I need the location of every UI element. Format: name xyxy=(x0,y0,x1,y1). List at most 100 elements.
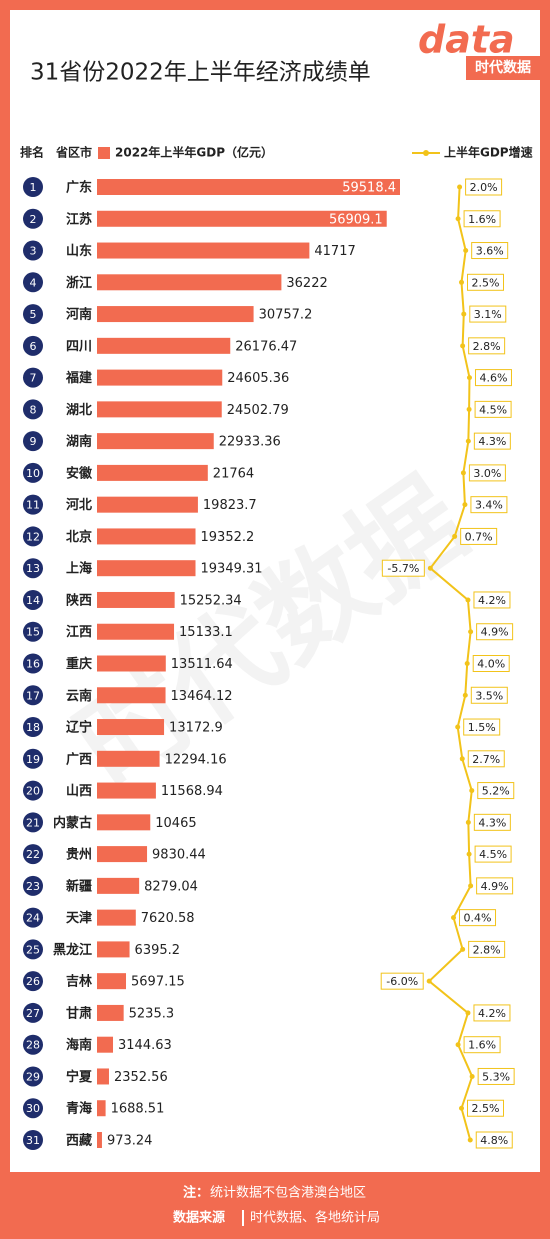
label-box xyxy=(463,718,501,736)
label-box xyxy=(468,940,506,958)
region-label: 西藏 xyxy=(66,1133,92,1149)
rank: 17 xyxy=(26,689,40,702)
rank-badge xyxy=(23,1098,43,1119)
growth-point xyxy=(457,184,463,190)
rank-badge xyxy=(23,748,43,769)
region-label: 河南 xyxy=(66,307,92,323)
bar xyxy=(97,464,208,481)
rank-badge xyxy=(23,177,43,197)
bar xyxy=(97,782,156,799)
rank-badge xyxy=(23,1034,43,1055)
growth-point xyxy=(455,724,461,730)
label-box xyxy=(467,1099,504,1117)
bar xyxy=(97,655,166,672)
rank: 1 xyxy=(30,181,37,194)
region-label: 广西 xyxy=(66,751,92,767)
region-label: 青海 xyxy=(66,1101,92,1117)
growth-point xyxy=(460,470,466,476)
rank-badge xyxy=(23,971,43,992)
rank-badge xyxy=(23,844,43,865)
growth-label: 4.8% xyxy=(480,1134,508,1147)
region-label: 陕西 xyxy=(66,592,92,608)
growth-point xyxy=(468,883,474,889)
growth-label: 4.3% xyxy=(478,435,506,448)
region-label: 贵州 xyxy=(66,847,92,863)
growth-point xyxy=(469,1073,475,1079)
growth-label: 4.0% xyxy=(477,658,505,671)
rank-badge xyxy=(23,494,43,515)
bar xyxy=(97,719,165,736)
value-label: 1688.51 xyxy=(111,1102,165,1117)
label-box xyxy=(472,655,510,672)
value-label: 10465 xyxy=(155,816,196,831)
value-label: 9830.44 xyxy=(152,848,206,863)
rank: 31 xyxy=(26,1134,40,1147)
value-label: 15252.34 xyxy=(180,593,242,608)
label-box xyxy=(381,559,425,577)
value-label: 36222 xyxy=(286,276,327,291)
growth-point xyxy=(459,279,464,285)
label-box xyxy=(471,242,509,260)
logo-brand: 时代数据 xyxy=(475,59,531,76)
note-label: 注： xyxy=(183,1185,209,1201)
growth-label: -6.0% xyxy=(386,975,418,988)
rank: 29 xyxy=(26,1070,40,1083)
rank-badge xyxy=(23,875,43,896)
rank-header: 排名 xyxy=(20,145,44,160)
growth-point xyxy=(426,978,432,984)
rank: 14 xyxy=(26,594,40,607)
label-box xyxy=(473,591,511,609)
bar xyxy=(97,750,160,767)
region-label: 山西 xyxy=(66,783,92,799)
source-label: 数据来源 xyxy=(173,1210,225,1226)
region-label: 重庆 xyxy=(66,656,92,672)
growth-label: 4.5% xyxy=(479,403,507,416)
region-label: 四川 xyxy=(66,339,92,354)
rank: 20 xyxy=(26,785,40,798)
bar xyxy=(97,337,231,354)
value-label: 13172.9 xyxy=(169,721,223,736)
rank: 22 xyxy=(26,848,40,861)
region-label: 天津 xyxy=(66,910,92,926)
region-label: 海南 xyxy=(66,1037,92,1053)
legend-swatch xyxy=(98,147,110,159)
rank: 26 xyxy=(26,975,40,988)
bar xyxy=(97,433,214,450)
value-label: 24605.36 xyxy=(227,371,289,386)
rank: 18 xyxy=(26,721,40,734)
growth-point xyxy=(468,629,474,635)
growth-point xyxy=(462,692,468,698)
value-label: 8279.04 xyxy=(144,879,198,894)
rank: 16 xyxy=(26,658,40,671)
growth-point xyxy=(467,1137,473,1143)
growth-label: 2.0% xyxy=(470,181,498,194)
value-label: 30757.2 xyxy=(259,308,313,323)
rank-badge xyxy=(23,907,43,928)
rank: 11 xyxy=(26,499,40,512)
rank: 6 xyxy=(30,340,37,353)
region-label: 湖北 xyxy=(66,403,92,418)
note: 统计数据不包含港澳台地区 xyxy=(210,1185,366,1201)
growth-point xyxy=(460,343,466,349)
bar xyxy=(97,242,310,259)
value-label: 21764 xyxy=(213,466,254,481)
growth-point xyxy=(461,311,467,317)
growth-label: 2.7% xyxy=(472,753,500,766)
value-label: 56909.1 xyxy=(329,212,383,227)
growth-label: 2.8% xyxy=(473,943,501,956)
region-label: 山东 xyxy=(66,243,92,259)
growth-point xyxy=(459,1105,464,1111)
rank: 21 xyxy=(26,816,40,829)
rank: 10 xyxy=(26,467,40,480)
growth-label: 0.4% xyxy=(464,912,492,925)
rank-badge xyxy=(23,367,43,388)
label-box xyxy=(475,1131,513,1149)
value-label: 22933.36 xyxy=(219,435,281,450)
rank-badge xyxy=(23,399,43,420)
rank-badge xyxy=(23,240,43,261)
rank: 24 xyxy=(26,912,40,925)
value-label: 26176.47 xyxy=(235,339,297,354)
growth-label: 4.5% xyxy=(479,848,507,861)
rank: 15 xyxy=(26,626,40,639)
